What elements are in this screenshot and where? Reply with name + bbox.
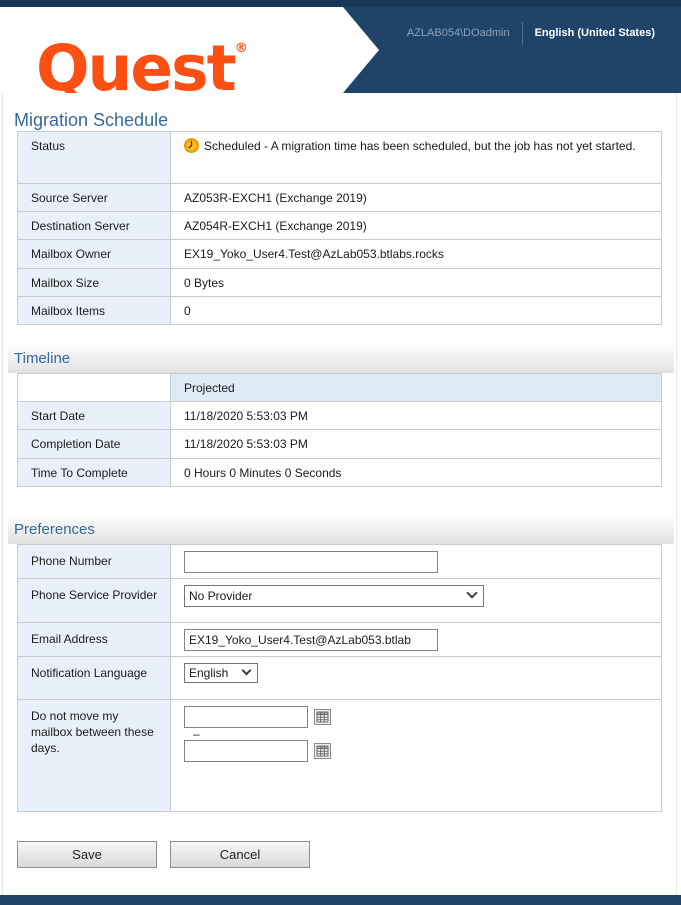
preferences-title: Preferences: [14, 520, 95, 538]
status-value: Scheduled - A migration time has been sc…: [170, 131, 662, 184]
status-label: Status: [17, 131, 171, 184]
completion-date-value: 11/18/2020 5:53:03 PM: [170, 429, 662, 459]
mailbox-items-value: 0: [170, 295, 662, 325]
table-row: Time To Complete 0 Hours 0 Minutes 0 Sec…: [17, 457, 662, 487]
preferences-table: Phone Number Phone Service Provider No P…: [17, 543, 662, 812]
header-top-strip: [0, 0, 681, 7]
quest-logo-text: Quest: [36, 32, 237, 105]
source-server-label: Source Server: [17, 182, 171, 213]
table-row: Do not move my mailbox between these day…: [17, 698, 662, 812]
phone-service-provider-value: No Provider: [189, 588, 253, 603]
chevron-down-icon: [466, 587, 478, 599]
header: Quest® AZLAB054\DOadmin English (United …: [0, 0, 681, 93]
source-server-value: AZ053R-EXCH1 (Exchange 2019): [170, 182, 662, 213]
table-row: Mailbox Size 0 Bytes: [17, 267, 662, 297]
header-meta: AZLAB054\DOadmin English (United States): [407, 21, 655, 45]
timeline-table: Projected Start Date 11/18/2020 5:53:03 …: [17, 372, 662, 487]
calendar-icon[interactable]: [314, 742, 331, 759]
table-row: Mailbox Items 0: [17, 295, 662, 325]
registered-mark: ®: [234, 41, 248, 56]
mailbox-size-value: 0 Bytes: [170, 267, 662, 297]
date-range-dash: –: [193, 726, 200, 741]
mailbox-owner-value: EX19_Yoko_User4.Test@AzLab053.btlabs.roc…: [170, 239, 662, 269]
phone-service-provider-label: Phone Service Provider: [17, 577, 171, 623]
chevron-down-icon: [241, 665, 252, 676]
mailbox-items-label: Mailbox Items: [17, 295, 171, 325]
time-to-complete-label: Time To Complete: [17, 457, 171, 487]
start-date-label: Start Date: [17, 401, 171, 431]
footer-bar: [0, 895, 681, 905]
timeline-section-band: Timeline: [8, 344, 674, 373]
mailbox-size-label: Mailbox Size: [17, 267, 171, 297]
table-row: Notification Language English: [17, 655, 662, 700]
save-button[interactable]: Save: [17, 840, 157, 868]
email-address-label: Email Address: [17, 621, 171, 657]
clock-scheduled-icon: [184, 138, 199, 153]
notification-language-value: English: [189, 665, 229, 680]
mailbox-owner-label: Mailbox Owner: [17, 239, 171, 269]
blackout-dates-label: Do not move my mailbox between these day…: [17, 698, 171, 812]
logged-in-user[interactable]: AZLAB054\DOadmin: [406, 27, 510, 39]
phone-service-provider-select[interactable]: No Provider: [184, 584, 484, 607]
header-divider: [521, 21, 523, 45]
phone-number-label: Phone Number: [17, 543, 171, 579]
table-row: Projected: [17, 372, 662, 403]
table-row: Phone Service Provider No Provider: [17, 577, 662, 623]
table-row: Status Scheduled - A migration time has …: [17, 131, 662, 184]
calendar-icon[interactable]: [314, 708, 331, 725]
migration-schedule-table: Status Scheduled - A migration time has …: [17, 131, 662, 325]
timeline-empty-cell: [17, 372, 171, 403]
notification-language-label: Notification Language: [17, 655, 171, 700]
table-row: Phone Number: [17, 543, 662, 579]
projected-column-header: Projected: [170, 372, 662, 403]
logo-chevron: Quest®: [0, 7, 379, 93]
page-right-border: [676, 93, 677, 895]
completion-date-label: Completion Date: [17, 429, 171, 459]
blackout-from-input[interactable]: [184, 705, 308, 728]
language-selector[interactable]: English (United States): [534, 27, 655, 39]
phone-number-input[interactable]: [184, 550, 438, 573]
quest-logo: Quest®: [36, 7, 248, 93]
table-row: Start Date 11/18/2020 5:53:03 PM: [17, 401, 662, 431]
table-row: Email Address: [17, 621, 662, 657]
page-left-border: [2, 93, 3, 895]
start-date-value: 11/18/2020 5:53:03 PM: [170, 401, 662, 431]
destination-server-value: AZ054R-EXCH1 (Exchange 2019): [170, 211, 662, 241]
status-text: Scheduled - A migration time has been sc…: [204, 139, 636, 153]
preferences-section-band: Preferences: [8, 515, 674, 544]
notification-language-select[interactable]: English: [184, 662, 258, 683]
table-row: Destination Server AZ054R-EXCH1 (Exchang…: [17, 211, 662, 241]
timeline-title: Timeline: [14, 349, 71, 367]
email-address-input[interactable]: [184, 628, 438, 651]
blackout-to-input[interactable]: [184, 739, 308, 762]
time-to-complete-value: 0 Hours 0 Minutes 0 Seconds: [170, 457, 662, 487]
cancel-button[interactable]: Cancel: [170, 840, 310, 868]
page-title: Migration Schedule: [14, 110, 169, 130]
table-row: Mailbox Owner EX19_Yoko_User4.Test@AzLab…: [17, 239, 662, 269]
table-row: Completion Date 11/18/2020 5:53:03 PM: [17, 429, 662, 459]
action-button-row: Save Cancel: [17, 840, 681, 868]
destination-server-label: Destination Server: [17, 211, 171, 241]
table-row: Source Server AZ053R-EXCH1 (Exchange 201…: [17, 182, 662, 213]
